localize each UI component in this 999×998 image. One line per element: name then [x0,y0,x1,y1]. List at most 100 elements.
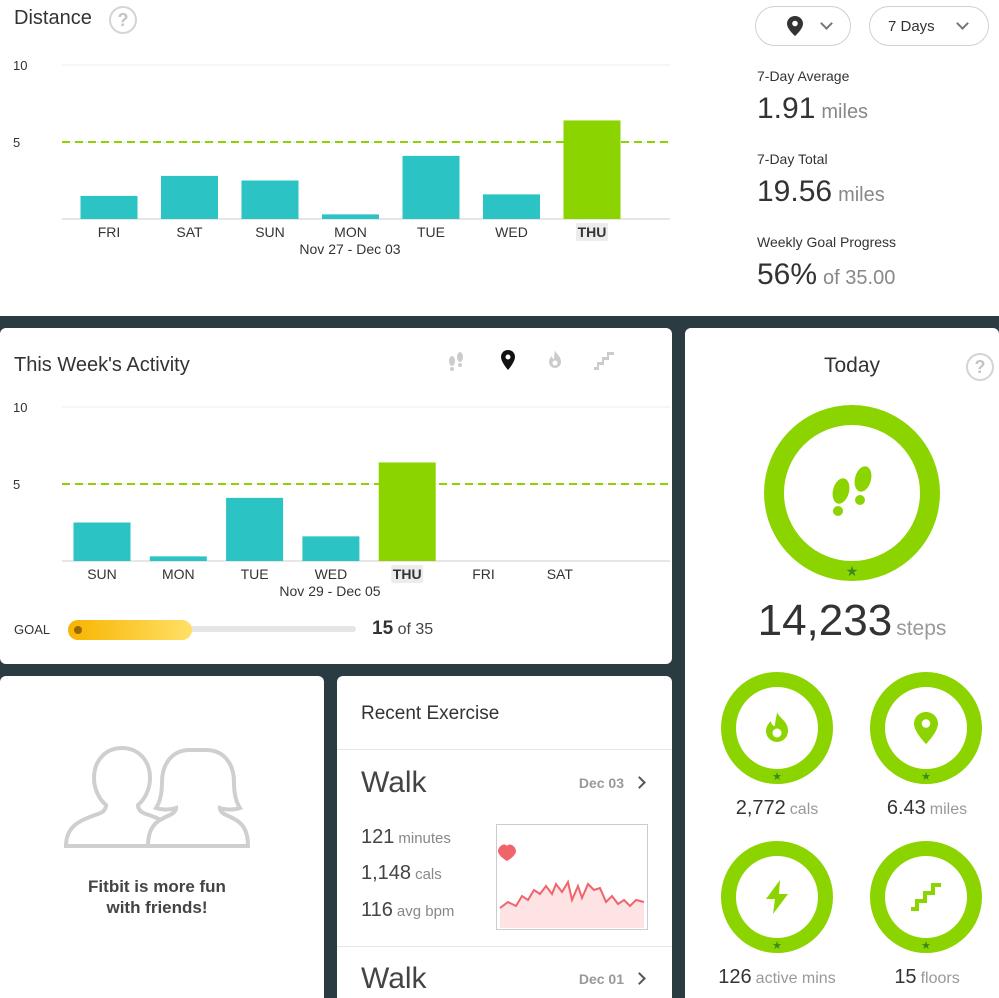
lightning-bolt-icon [766,880,788,914]
chevron-right-icon [633,972,646,985]
location-pin-icon [787,16,803,36]
steps-ring[interactable]: ★ [764,405,940,581]
total-label: 7-Day Total [757,151,828,167]
x-tick-label: SAT [176,224,203,240]
exercise-calories: 1,148 cals [361,862,442,884]
distance-ring[interactable]: ★ [870,672,982,784]
floors-metric: 15 floors [894,966,960,988]
bar [563,120,621,219]
today-panel: Today ? ★ 14,233 steps ★ 2,772 cals ★ 6.43… [685,328,999,998]
x-tick-label: WED [315,566,348,582]
x-tick-label: SUN [87,566,117,582]
x-tick-label: FRI [98,224,121,240]
footsteps-icon [832,466,872,516]
location-pin-icon [914,712,938,744]
week-activity-chart: 5 10 SUN MON TUE WED THU FRI SAT Nov 29 - Dec 05 [13,400,670,599]
highlight-label-bg [391,565,424,583]
active-minutes-ring[interactable]: ★ [721,841,833,953]
calories-flame-icon[interactable] [543,348,567,372]
bar [322,214,379,219]
date-range: Nov 27 - Dec 03 [299,241,400,257]
period-label: 7 Days [888,18,935,35]
avg-label: 7-Day Average [757,68,850,84]
y-tick-label: 10 [13,400,27,415]
goal-star-icon: ★ [921,940,931,952]
active-minutes-metric: 126 active mins [718,966,836,988]
distance-chart: 5 10 FRI SAT SUN MON TUE WED THU Nov 27 - Dec 03 [13,58,670,257]
bar [302,536,360,561]
goal-value: 15 of 35 [372,618,434,639]
x-tick-label: MON [334,224,367,240]
x-tick-label: THU [393,566,422,582]
chevron-right-icon [633,776,646,789]
goal-progress-label: Weekly Goal Progress [757,234,897,250]
distance-panel: Distance ? 7 Days 5 10 FRI SAT SUN MON TUE WED T… [0,0,999,316]
bar [241,180,299,219]
bar [378,462,436,561]
goal-progress-bar [68,620,192,640]
distance-metric: 6.43 miles [886,797,968,819]
x-tick-label: SAT [547,566,574,582]
highlight-label-bg [576,223,608,241]
bar [149,556,207,561]
y-tick-label: 5 [13,135,20,150]
bar [73,522,131,561]
exercise-date: Dec 01 [578,971,624,987]
distance-title: Distance [14,7,92,29]
friends-panel: Fitbit is more fun with friends! [0,676,324,998]
floors-stairs-icon[interactable] [592,348,616,372]
calories-metric: 2,772 cals [735,797,819,819]
steps-icon[interactable] [444,348,468,372]
bar [226,497,284,561]
calories-ring[interactable]: ★ [721,672,833,784]
date-range: Nov 29 - Dec 05 [279,583,380,599]
y-tick-label: 10 [13,58,27,73]
goal-star-icon: ★ [921,771,931,783]
exercise-name: Walk [361,766,427,799]
exercise-name: Walk [361,962,427,995]
steps-metric: 14,233 steps [757,596,947,645]
x-tick-label: TUE [241,566,269,582]
goal-star-icon: ★ [845,563,859,579]
avg-value: 1.91 miles [757,92,869,125]
goal-track [68,626,356,632]
today-help-icon[interactable]: ? [966,353,994,381]
total-value: 19.56 miles [757,175,885,208]
period-dropdown[interactable]: 7 Days [869,6,989,46]
exercise-bpm: 116 avg bpm [361,899,455,921]
y-tick-label: 5 [13,477,20,492]
heart-rate-graph [496,824,648,930]
x-tick-label: MON [162,566,195,582]
divider [337,749,672,750]
x-tick-label: TUE [417,224,445,240]
today-title: Today [823,354,881,377]
chevron-down-icon [820,17,833,30]
stairs-icon [911,883,941,911]
friends-silhouette-icon [63,745,251,848]
x-tick-label: WED [495,224,528,240]
divider [337,946,672,947]
recent-exercise-panel: Recent Exercise Walk Dec 03 121 minutes 1… [337,676,672,998]
x-tick-label: SUN [255,224,285,240]
exercise-minutes: 121 minutes [361,826,451,848]
distance-help-icon[interactable]: ? [109,6,137,34]
goal-progress-dot [74,626,82,634]
week-title: This Week's Activity [14,354,190,376]
goal-progress-value: 56% of 35.00 [757,258,896,291]
location-dropdown[interactable] [755,6,851,46]
goal-star-icon: ★ [772,771,782,783]
bar [483,194,540,219]
bar [161,175,218,219]
heart-icon [498,844,516,861]
bar [402,155,460,219]
exercise-entry[interactable]: Walk Dec 01 [337,947,672,998]
week-activity-panel: This Week's Activity 5 10 SUN MON TUE WED THU F… [0,328,672,664]
exercise-entry[interactable]: Walk Dec 03 121 minutes 1,148 cals 116 avg … [337,750,672,946]
distance-pin-icon[interactable] [496,348,520,372]
floors-ring[interactable]: ★ [870,841,982,953]
x-tick-label: THU [578,224,607,240]
bar [80,195,138,219]
exercise-title: Recent Exercise [361,703,500,724]
chevron-down-icon [956,17,969,30]
goal-label: GOAL [14,622,51,637]
